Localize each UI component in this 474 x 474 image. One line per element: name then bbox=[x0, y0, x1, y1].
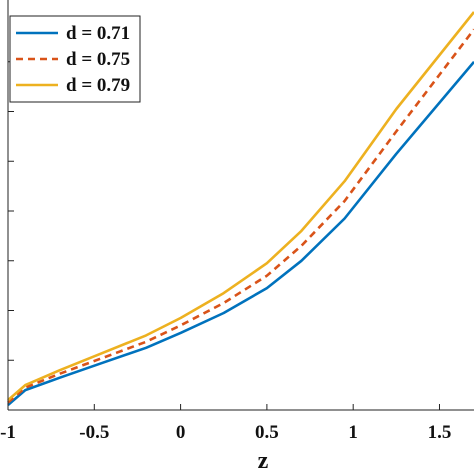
series-line-1 bbox=[7, 60, 474, 406]
legend: d = 0.71 d = 0.75 d = 0.79 bbox=[9, 15, 141, 103]
x-tick-label: 1.5 bbox=[428, 422, 452, 443]
series-line-2 bbox=[7, 28, 474, 404]
x-axis-label: z bbox=[258, 448, 269, 474]
x-tick-label: 0 bbox=[176, 422, 186, 443]
legend-label: d = 0.75 bbox=[66, 49, 130, 70]
x-tick-label: 1 bbox=[348, 422, 358, 443]
legend-label: d = 0.79 bbox=[66, 75, 130, 96]
series-line-3 bbox=[7, 11, 474, 402]
legend-label: d = 0.71 bbox=[66, 23, 130, 44]
x-tick-label: -1 bbox=[0, 422, 16, 443]
x-tick-label: -0.5 bbox=[79, 422, 109, 443]
series-lines bbox=[7, 11, 474, 406]
x-tick-label: 0.5 bbox=[255, 422, 279, 443]
axes: -1 -0.5 0 0.5 1 1.5 bbox=[0, 0, 474, 443]
